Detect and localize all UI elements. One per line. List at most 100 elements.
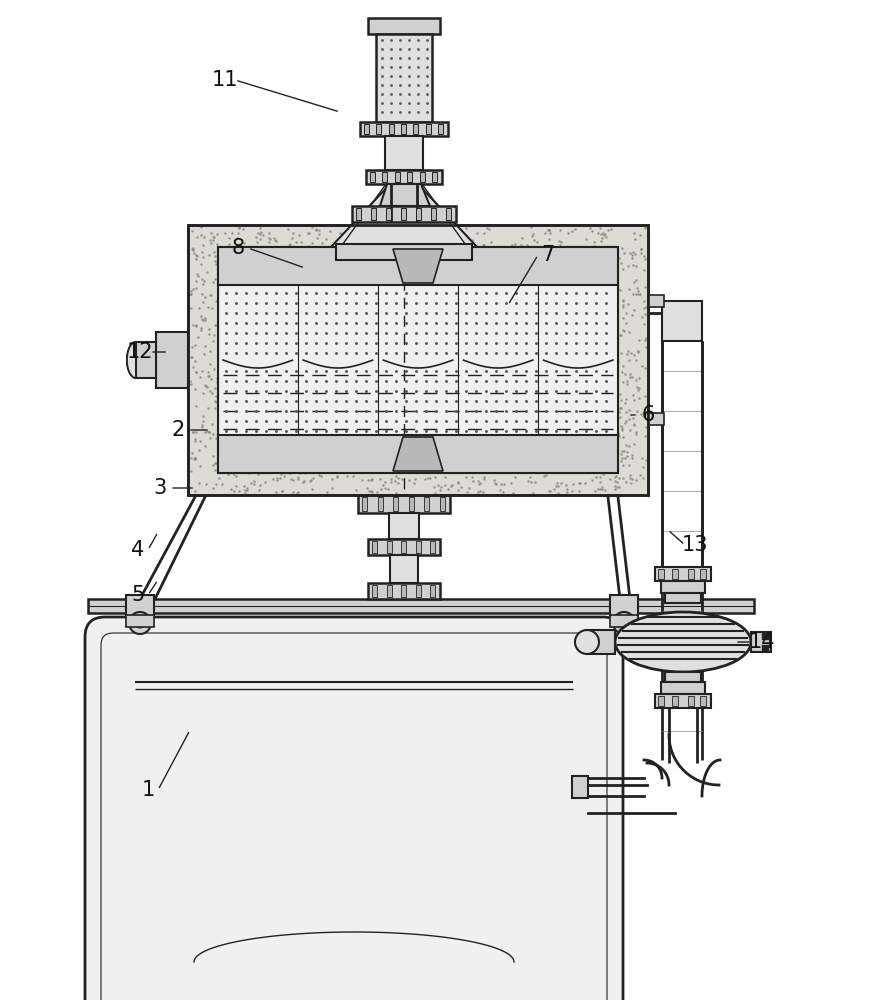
Bar bbox=[401, 585, 406, 597]
Bar bbox=[378, 497, 383, 511]
Bar bbox=[665, 672, 701, 682]
Text: 14: 14 bbox=[749, 632, 775, 652]
Circle shape bbox=[613, 612, 635, 634]
Bar bbox=[88, 599, 754, 613]
Bar bbox=[368, 539, 440, 555]
Bar bbox=[364, 124, 369, 134]
Bar bbox=[368, 583, 440, 599]
Bar bbox=[371, 208, 376, 220]
Bar bbox=[672, 569, 678, 579]
Bar bbox=[389, 124, 393, 134]
Ellipse shape bbox=[615, 612, 751, 672]
Bar bbox=[126, 615, 154, 627]
Bar bbox=[358, 495, 450, 513]
Bar bbox=[446, 208, 451, 220]
Bar bbox=[415, 541, 421, 553]
Bar bbox=[386, 208, 391, 220]
Bar bbox=[655, 567, 711, 581]
Bar bbox=[368, 18, 440, 34]
Bar bbox=[401, 541, 406, 553]
Bar bbox=[658, 696, 664, 706]
Circle shape bbox=[129, 612, 151, 634]
Bar bbox=[414, 124, 418, 134]
Bar bbox=[648, 295, 664, 307]
Bar bbox=[401, 124, 406, 134]
Bar bbox=[387, 184, 421, 206]
Polygon shape bbox=[330, 184, 478, 248]
Text: 5: 5 bbox=[131, 585, 144, 605]
Text: 8: 8 bbox=[231, 238, 245, 258]
Bar bbox=[126, 595, 154, 617]
Bar bbox=[430, 541, 435, 553]
Bar bbox=[587, 630, 615, 654]
Bar bbox=[188, 225, 648, 495]
Bar bbox=[370, 172, 375, 182]
Polygon shape bbox=[393, 437, 443, 471]
Bar bbox=[156, 332, 188, 388]
Bar bbox=[688, 569, 694, 579]
Polygon shape bbox=[127, 342, 136, 378]
Bar bbox=[572, 776, 588, 798]
Bar bbox=[385, 136, 423, 170]
Bar bbox=[700, 569, 706, 579]
Bar bbox=[386, 585, 392, 597]
Bar bbox=[420, 172, 424, 182]
Bar bbox=[431, 208, 436, 220]
Bar bbox=[218, 247, 618, 473]
Bar bbox=[665, 593, 701, 603]
Text: 2: 2 bbox=[172, 420, 185, 440]
Bar bbox=[672, 696, 678, 706]
Bar bbox=[661, 682, 705, 694]
Bar bbox=[655, 694, 711, 708]
Bar bbox=[372, 585, 377, 597]
Bar bbox=[700, 696, 706, 706]
Bar bbox=[416, 208, 421, 220]
Bar bbox=[432, 172, 437, 182]
Text: 4: 4 bbox=[131, 540, 144, 560]
Bar bbox=[409, 497, 414, 511]
Bar bbox=[389, 513, 419, 539]
Circle shape bbox=[575, 630, 599, 654]
Bar bbox=[386, 541, 392, 553]
Bar bbox=[218, 435, 618, 473]
Bar bbox=[356, 208, 361, 220]
Bar bbox=[393, 497, 398, 511]
Bar bbox=[360, 122, 448, 136]
Text: 1: 1 bbox=[142, 780, 155, 800]
Bar bbox=[390, 555, 418, 583]
Bar bbox=[440, 497, 445, 511]
Text: 7: 7 bbox=[541, 245, 554, 265]
Bar bbox=[438, 124, 443, 134]
Bar bbox=[610, 595, 638, 617]
Bar bbox=[610, 615, 638, 627]
Bar bbox=[688, 696, 694, 706]
Bar bbox=[376, 34, 432, 122]
Text: 12: 12 bbox=[127, 342, 153, 362]
Bar bbox=[415, 585, 421, 597]
Bar bbox=[372, 541, 377, 553]
FancyBboxPatch shape bbox=[85, 617, 623, 1000]
Text: 11: 11 bbox=[212, 70, 238, 90]
Bar bbox=[662, 301, 702, 341]
Bar bbox=[136, 342, 156, 378]
Bar bbox=[407, 172, 412, 182]
Bar bbox=[352, 206, 456, 222]
Polygon shape bbox=[380, 184, 430, 206]
Bar bbox=[430, 585, 435, 597]
Bar bbox=[366, 170, 442, 184]
Bar bbox=[661, 581, 705, 593]
Bar bbox=[188, 225, 648, 495]
Text: 13: 13 bbox=[682, 535, 708, 555]
Bar bbox=[383, 172, 387, 182]
Text: 6: 6 bbox=[642, 405, 655, 425]
Bar bbox=[401, 208, 406, 220]
Bar bbox=[751, 632, 771, 652]
Bar bbox=[658, 569, 664, 579]
Bar bbox=[395, 172, 400, 182]
Bar bbox=[336, 244, 472, 260]
Bar bbox=[426, 124, 430, 134]
Bar bbox=[218, 247, 618, 285]
Bar bbox=[648, 413, 664, 425]
Bar bbox=[362, 497, 367, 511]
Bar bbox=[424, 497, 429, 511]
